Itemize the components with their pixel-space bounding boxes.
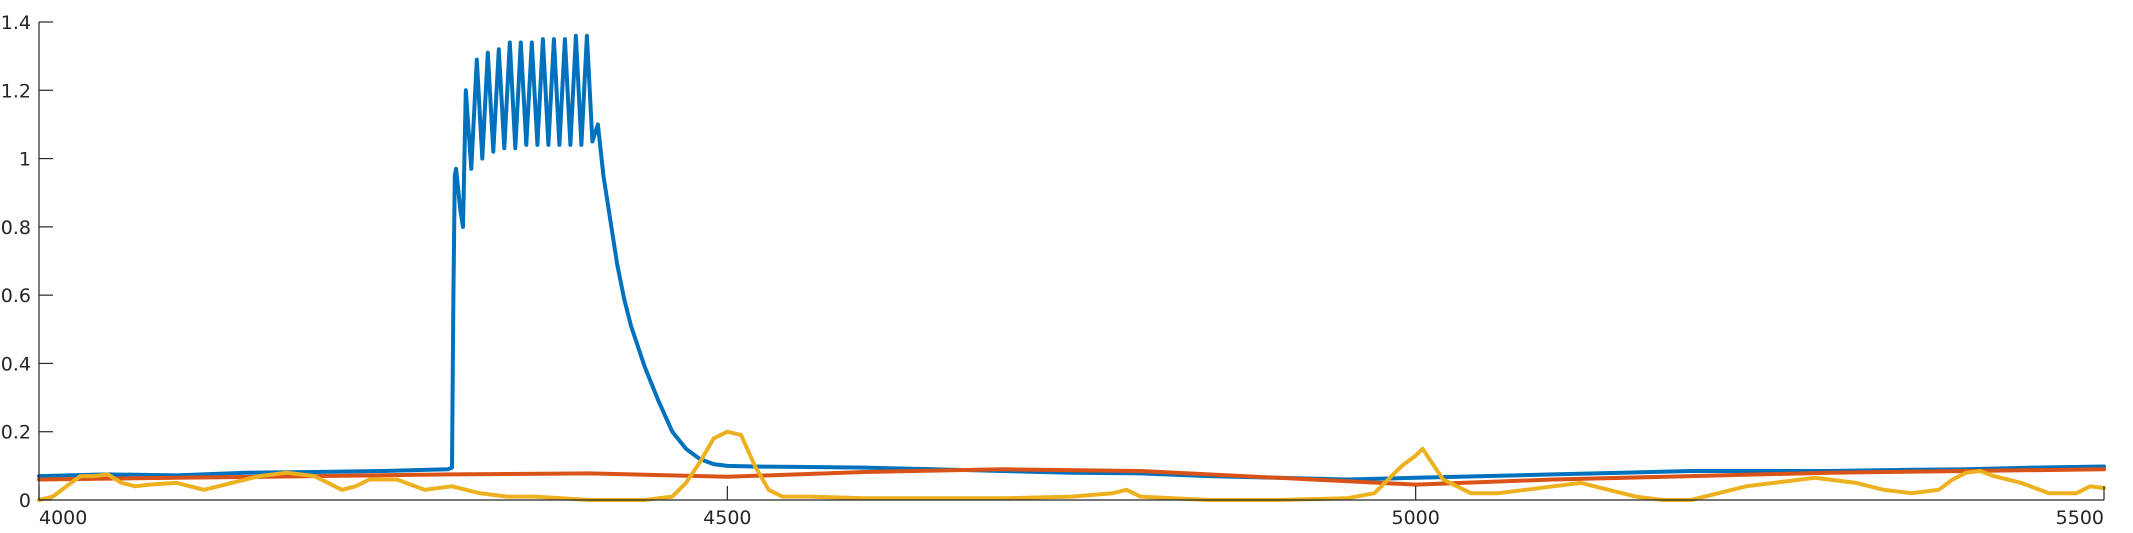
x-tick-label: 4500 xyxy=(703,507,751,529)
y-tick-label: 1.2 xyxy=(1,80,31,102)
y-tick-label: 0 xyxy=(19,490,31,512)
series-line-3 xyxy=(37,429,2106,502)
y-tick-label: 1 xyxy=(19,149,31,171)
series-line-1 xyxy=(37,33,2106,482)
x-ticks: 4000 4500 5000 5500 xyxy=(38,486,2105,529)
x-tick-label: 5500 xyxy=(2056,507,2104,529)
series-line-2 xyxy=(37,467,2106,487)
axes-layer xyxy=(38,22,2104,501)
x-tick-label: 5000 xyxy=(1391,507,1439,529)
y-tick-label: 1.4 xyxy=(1,12,31,34)
y-tick-label: 0.8 xyxy=(1,217,31,239)
y-tick-label: 0.2 xyxy=(1,422,31,444)
x-tick-label: 4000 xyxy=(39,507,87,529)
y-ticks: 0 0.2 0.4 0.6 0.8 1 1.2 1.4 xyxy=(1,12,53,512)
y-tick-label: 0.6 xyxy=(1,285,31,307)
y-tick-label: 0.4 xyxy=(1,353,31,375)
series-layer xyxy=(37,33,2106,502)
